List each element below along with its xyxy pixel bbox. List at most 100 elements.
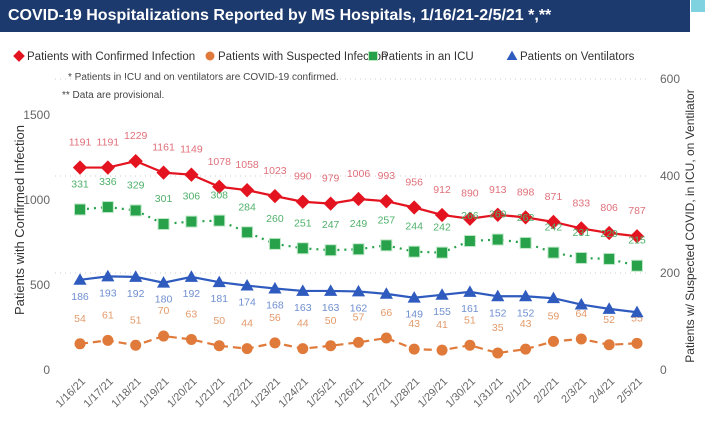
data-point-diamond-icon [100, 160, 115, 175]
data-point-circle-icon [436, 344, 448, 356]
data-label: 329 [127, 179, 145, 191]
x-tick-label: 1/28/21 [388, 376, 422, 410]
data-point-circle-icon [575, 333, 587, 345]
data-point-square-icon [296, 242, 309, 255]
data-label: 266 [461, 210, 479, 222]
data-point-square-icon [213, 214, 226, 227]
legend-marker-square-icon [368, 51, 378, 61]
series-line [79, 334, 638, 355]
data-point-circle-icon [158, 330, 170, 342]
y-tick-label: 0 [43, 363, 50, 377]
data-label: 44 [241, 318, 253, 330]
data-point-circle-icon [185, 333, 197, 345]
data-point-square-icon [185, 215, 198, 228]
data-point-diamond-icon [351, 191, 366, 207]
data-point-triangle-icon [630, 305, 644, 318]
legend-label: Patients in an ICU [381, 51, 474, 63]
data-label: 163 [294, 302, 312, 314]
data-label: 244 [405, 221, 423, 233]
data-point-triangle-icon [156, 276, 171, 288]
data-point-square-icon [603, 252, 616, 265]
data-point-diamond-icon [462, 211, 478, 226]
data-label: 249 [350, 218, 368, 230]
data-point-square-icon [268, 237, 281, 250]
data-point-diamond-icon [546, 214, 561, 230]
data-point-triangle-icon [296, 284, 310, 296]
chart-note: * Patients in ICU and on ventilators are… [68, 72, 339, 83]
data-point-square-icon [408, 245, 421, 258]
data-point-square-icon [575, 251, 588, 264]
y2-tick-label: 200 [660, 266, 680, 280]
data-label: 993 [378, 170, 396, 182]
data-point-square-icon [491, 233, 504, 246]
data-label: 155 [433, 306, 451, 318]
data-point-diamond-icon [156, 165, 171, 180]
data-label: 66 [381, 307, 393, 319]
data-point-square-icon [547, 246, 560, 259]
data-point-circle-icon [102, 334, 114, 346]
x-tick-label: 2/3/21 [559, 376, 589, 406]
x-tick-label: 1/16/21 [54, 376, 88, 410]
data-label: 1149 [180, 144, 203, 156]
data-point-circle-icon [74, 338, 86, 350]
y-axis-title: Patients with Confirmed Infection [12, 125, 27, 315]
data-label: 162 [350, 302, 368, 314]
data-label: 152 [489, 307, 507, 319]
data-label: 806 [600, 202, 618, 214]
data-point-square-icon [157, 218, 170, 231]
data-label: 70 [158, 305, 170, 317]
data-label: 301 [155, 193, 173, 205]
data-point-square-icon [324, 244, 337, 257]
x-tick-label: 1/20/21 [165, 376, 199, 410]
data-point-diamond-icon [379, 194, 394, 209]
x-tick-label: 1/31/21 [471, 376, 505, 410]
data-label: 284 [238, 201, 256, 213]
data-label: 269 [489, 209, 507, 221]
y-tick-label: 500 [30, 278, 50, 292]
data-label: 912 [433, 184, 451, 196]
data-point-triangle-icon [101, 269, 115, 282]
data-label: 52 [603, 314, 615, 326]
x-tick-label: 2/2/21 [531, 376, 561, 406]
data-label: 890 [461, 188, 479, 200]
data-label: 242 [545, 222, 563, 234]
data-point-circle-icon [520, 343, 532, 355]
x-tick-label: 1/30/21 [444, 376, 478, 410]
data-label: 215 [628, 235, 646, 247]
data-point-diamond-icon [212, 179, 227, 194]
data-point-diamond-icon [629, 229, 645, 244]
x-tick-label: 1/22/21 [221, 376, 255, 410]
data-label: 168 [266, 300, 284, 312]
data-label: 787 [628, 205, 646, 217]
data-point-square-icon [463, 234, 476, 247]
data-point-triangle-icon [184, 270, 198, 282]
data-label: 57 [353, 311, 365, 323]
chart-note: ** Data are provisional. [62, 90, 164, 101]
data-label: 174 [238, 297, 256, 309]
data-label: 43 [520, 318, 532, 330]
data-point-circle-icon [603, 339, 615, 351]
data-label: 192 [127, 288, 145, 300]
data-point-circle-icon [492, 347, 504, 359]
data-point-diamond-icon [239, 183, 255, 198]
data-point-triangle-icon [212, 275, 226, 288]
data-point-square-icon [631, 259, 643, 272]
data-point-diamond-icon [184, 167, 199, 182]
y2-tick-label: 0 [660, 363, 667, 377]
data-point-triangle-icon [240, 279, 254, 291]
x-tick-label: 1/19/21 [137, 376, 171, 410]
data-point-triangle-icon [379, 287, 393, 299]
y-tick-label: 1500 [23, 108, 50, 122]
data-label: 1191 [97, 137, 120, 149]
data-point-square-icon [436, 246, 449, 259]
x-tick-label: 1/21/21 [193, 376, 227, 410]
data-label: 35 [492, 322, 504, 334]
data-point-square-icon [129, 204, 142, 217]
data-label: 247 [322, 219, 340, 231]
legend-marker-circle-icon [205, 51, 215, 61]
data-label: 262 [517, 212, 535, 224]
data-point-triangle-icon [574, 297, 588, 310]
data-label: 1191 [69, 137, 92, 149]
x-tick-label: 1/24/21 [276, 376, 310, 410]
data-point-circle-icon [408, 343, 420, 355]
